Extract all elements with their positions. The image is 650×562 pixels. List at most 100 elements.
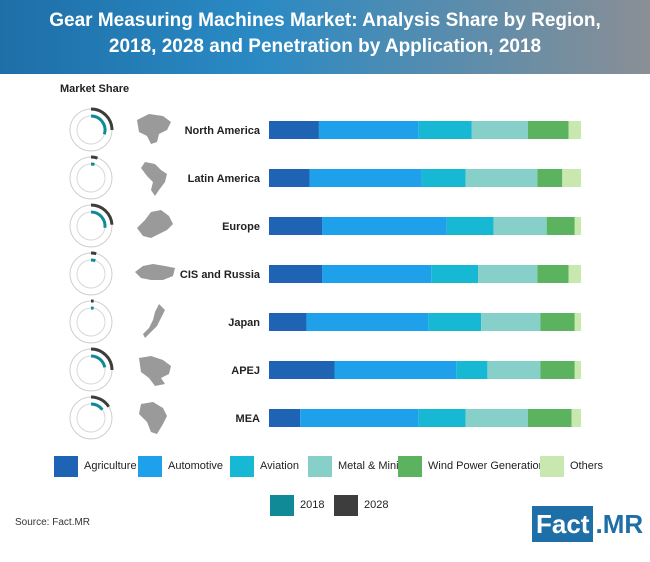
bar-segment	[421, 169, 466, 187]
legend-swatch-wind-power	[398, 455, 422, 477]
bar-segment	[306, 313, 429, 331]
ring-legend-label-2018: 2018	[300, 499, 325, 511]
legend-swatch-others	[540, 455, 564, 477]
legend-swatch-automotive	[138, 455, 162, 477]
header-banner	[0, 0, 650, 74]
legend-item-agriculture: Agriculture	[54, 455, 137, 477]
region-map-icon	[139, 402, 167, 434]
bar-segment	[537, 169, 563, 187]
logo-fact: Fact	[532, 506, 594, 542]
ring-outline	[69, 252, 113, 296]
bar-segment	[568, 121, 581, 139]
bar-segment	[574, 313, 581, 331]
ring-arc-2018	[90, 354, 107, 368]
legend-swatch-metal-mining	[308, 455, 332, 477]
bar-segment	[269, 361, 335, 379]
bar-segment	[309, 169, 422, 187]
ring-arc-2018	[90, 210, 107, 228]
bar-segment	[418, 409, 466, 427]
ring-arc-2018	[90, 402, 104, 411]
bar-segment	[493, 217, 547, 235]
bar-segment	[478, 265, 538, 283]
legend-label-automotive: Automotive	[168, 460, 224, 472]
legend-label-aviation: Aviation	[260, 460, 299, 472]
bar-segment	[269, 169, 310, 187]
bar-segment	[322, 217, 447, 235]
bar-segment	[465, 409, 528, 427]
ring-outline	[69, 300, 113, 344]
chart-title-line1: Gear Measuring Machines Market: Analysis…	[49, 10, 601, 31]
bar-segment	[471, 121, 528, 139]
region-map-icon	[143, 304, 165, 338]
legend-item-others: Others	[540, 455, 603, 477]
chart-title-line2: 2018, 2028 and Penetration by Applicatio…	[108, 36, 542, 57]
bar-segment	[318, 121, 419, 139]
legend-label-wind-power: Wind Power Generation	[428, 460, 545, 472]
bar-segment	[568, 265, 581, 283]
bar-segment	[540, 361, 575, 379]
bar-segment	[527, 121, 569, 139]
region-map-icon	[137, 210, 173, 238]
bar-segment	[562, 169, 581, 187]
category-label: Japan	[228, 317, 260, 329]
ring-legend-label-2028: 2028	[364, 499, 389, 511]
category-label: North America	[185, 125, 261, 137]
bar-segment	[540, 313, 575, 331]
ring-legend-item-2018: 2018	[270, 494, 324, 516]
bar-segment	[571, 409, 581, 427]
legend-item-wind-power: Wind Power Generation	[398, 455, 545, 477]
ring-outline	[69, 156, 113, 200]
bar-segment	[537, 265, 569, 283]
region-map-icon	[135, 264, 175, 280]
region-map-icon	[137, 114, 171, 144]
ring-arc-2028	[90, 395, 110, 408]
ring-arc-2028	[90, 203, 114, 225]
bar-segment	[481, 313, 541, 331]
category-label: Europe	[222, 221, 260, 233]
bar-segment	[574, 217, 581, 235]
bar-segment	[546, 217, 575, 235]
category-label: CIS and Russia	[180, 269, 261, 281]
legend-label-metal-mining: Metal & Mining	[338, 460, 411, 472]
bar-segment	[574, 361, 581, 379]
bar-segment	[418, 121, 472, 139]
ring-arc-2028	[90, 107, 114, 131]
ring-arc-2028	[90, 155, 98, 160]
ring-arc-2018	[90, 258, 96, 263]
legend-label-others: Others	[570, 460, 604, 472]
bar-segment	[465, 169, 538, 187]
chart-title: Gear Measuring Machines Market: Analysis…	[0, 8, 650, 60]
bar-segment	[300, 409, 419, 427]
factmr-logo: Fact .MR	[532, 504, 644, 544]
bar-segment	[431, 265, 479, 283]
bar-segment	[446, 217, 494, 235]
ring-legend-swatch-2018	[270, 494, 294, 516]
bar-segment	[269, 121, 319, 139]
ring-arc-2018	[90, 114, 107, 135]
ring-legend-item-2028: 2028	[334, 494, 388, 516]
bar-segment	[334, 361, 457, 379]
category-label: MEA	[236, 413, 261, 425]
bar-segment	[269, 409, 301, 427]
bar-segment	[428, 313, 482, 331]
legend-label-agriculture: Agriculture	[84, 460, 137, 472]
bar-segment	[322, 265, 432, 283]
bar-segment	[456, 361, 488, 379]
ring-legend-swatch-2028	[334, 494, 358, 516]
legend-item-automotive: Automotive	[138, 455, 223, 477]
legend-swatch-aviation	[230, 455, 254, 477]
legend-swatch-agriculture	[54, 455, 78, 477]
region-map-icon	[141, 162, 167, 196]
category-label: Latin America	[188, 173, 261, 185]
logo-mr: .MR	[595, 509, 644, 539]
bar-segment	[527, 409, 572, 427]
market-share-label: Market Share	[60, 83, 130, 95]
bar-segment	[269, 217, 323, 235]
bar-segment	[269, 313, 307, 331]
category-label: APEJ	[231, 365, 260, 377]
bar-segment	[487, 361, 541, 379]
source-note: Source: Fact.MR	[15, 517, 91, 528]
bar-segment	[269, 265, 323, 283]
legend: Agriculture Automotive Aviation Metal & …	[54, 455, 614, 477]
